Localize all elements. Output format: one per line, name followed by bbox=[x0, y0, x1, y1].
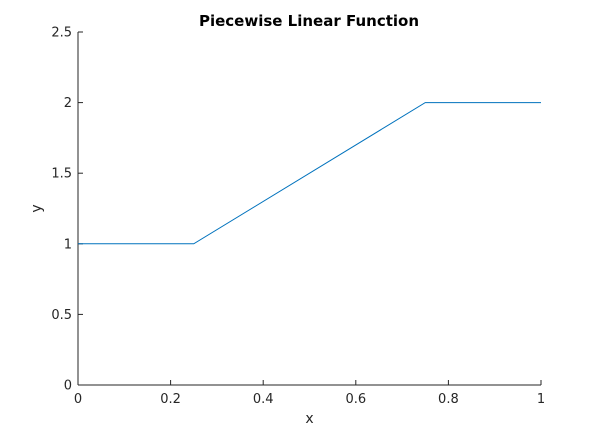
x-axis: 0 0.2 0.4 0.6 0.8 1 bbox=[74, 380, 545, 407]
x-axis-label: x bbox=[305, 411, 313, 427]
x-ticks: 0 0.2 0.4 0.6 0.8 1 bbox=[74, 380, 545, 407]
x-tick-label: 0.8 bbox=[438, 392, 459, 407]
chart-title: Piecewise Linear Function bbox=[199, 12, 419, 30]
y-tick-label: 0.5 bbox=[51, 308, 72, 323]
y-axis: 0 0.5 1 1.5 2 2.5 bbox=[51, 26, 83, 394]
plot-series bbox=[78, 102, 541, 245]
x-tick-label: 0.4 bbox=[253, 392, 274, 407]
x-tick-label: 1 bbox=[537, 392, 545, 407]
x-tick-label: 0.2 bbox=[160, 392, 181, 407]
x-tick-label: 0 bbox=[74, 392, 82, 407]
y-tick-label: 2 bbox=[64, 96, 72, 111]
y-axis-label: y bbox=[29, 204, 45, 212]
series-line bbox=[78, 102, 541, 245]
y-tick-label: 1.5 bbox=[51, 167, 72, 182]
y-tick-label: 1 bbox=[64, 237, 72, 252]
y-tick-label: 0 bbox=[64, 379, 72, 394]
x-tick-label: 0.6 bbox=[345, 392, 366, 407]
y-tick-label: 2.5 bbox=[51, 26, 72, 41]
